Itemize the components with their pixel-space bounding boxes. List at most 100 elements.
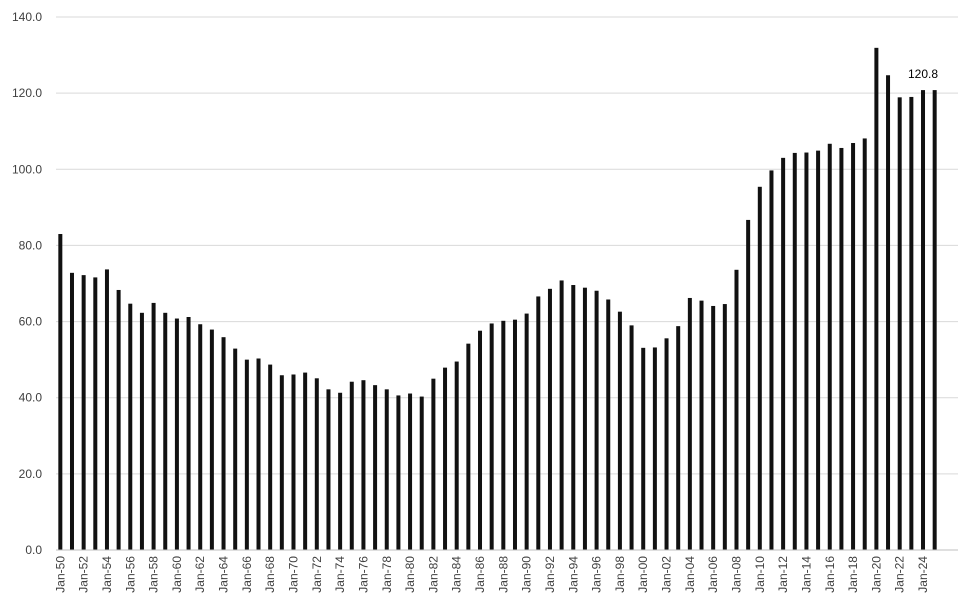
y-tick-label: 20.0 [19, 467, 43, 481]
x-tick-label: Jan-14 [799, 556, 813, 593]
y-tick-label: 80.0 [19, 238, 43, 252]
bar [419, 396, 424, 550]
bar [81, 275, 86, 550]
bar [151, 302, 156, 550]
bar [139, 312, 144, 550]
y-tick-label: 40.0 [19, 391, 43, 405]
bar [524, 313, 529, 550]
bar [454, 361, 459, 550]
x-tick-label: Jan-72 [310, 556, 324, 593]
bar [617, 311, 622, 550]
bar [687, 297, 692, 550]
y-tick-label: 60.0 [19, 315, 43, 329]
data-label: 120.8 [908, 67, 938, 81]
bar [314, 378, 319, 550]
bar [722, 304, 727, 550]
y-tick-label: 140.0 [12, 10, 42, 24]
x-tick-label: Jan-76 [356, 556, 370, 593]
bar [104, 269, 109, 550]
x-tick-label: Jan-84 [450, 556, 464, 593]
bar [396, 395, 401, 550]
y-tick-label: 0.0 [25, 543, 42, 557]
x-tick-label: Jan-16 [823, 556, 837, 593]
x-tick-label: Jan-02 [660, 556, 674, 593]
bar [792, 152, 797, 551]
x-tick-label: Jan-56 [123, 556, 137, 593]
bar [897, 97, 902, 550]
bar [431, 378, 436, 550]
bar [547, 288, 552, 550]
gridlines [56, 16, 958, 475]
x-tick-label: Jan-22 [893, 556, 907, 593]
x-tick-label: Jan-96 [590, 556, 604, 593]
bar [827, 143, 832, 550]
x-axis: Jan-50 Jan-52 Jan-54 Jan-56 Jan-58 Jan-60 Jan-… [53, 549, 958, 593]
bar [291, 374, 296, 550]
bar [909, 96, 914, 550]
x-tick-label: Jan-82 [426, 556, 440, 593]
x-tick-label: Jan-88 [496, 556, 510, 593]
bar [781, 157, 786, 550]
x-tick-label: Jan-74 [333, 556, 347, 593]
x-tick-label: Jan-80 [403, 556, 417, 593]
bar [233, 348, 238, 550]
x-tick-label: Jan-78 [380, 556, 394, 593]
x-tick-label: Jan-92 [543, 556, 557, 593]
bar [384, 389, 389, 550]
bar [512, 319, 517, 550]
bar [279, 375, 284, 550]
bar [804, 152, 809, 550]
bar [58, 234, 63, 550]
bar [874, 47, 879, 550]
bar [862, 138, 867, 550]
x-tick-label: Jan-10 [753, 556, 767, 593]
x-tick-label: Jan-12 [776, 556, 790, 593]
bar [664, 338, 669, 550]
bar [851, 143, 856, 551]
bar [163, 312, 168, 550]
bar [641, 347, 646, 550]
x-tick-label: Jan-52 [77, 556, 91, 593]
x-tick-label: Jan-98 [613, 556, 627, 593]
bar [629, 325, 634, 550]
bar [652, 347, 657, 550]
y-tick-label: 100.0 [12, 162, 42, 176]
bar [536, 296, 541, 550]
bar [571, 285, 576, 550]
bar [816, 150, 821, 550]
bar [489, 323, 494, 550]
bar [373, 385, 378, 550]
x-tick-label: Jan-62 [193, 556, 207, 593]
bar [886, 75, 891, 551]
bar [839, 147, 844, 551]
x-tick-label: Jan-04 [683, 556, 697, 593]
x-tick-label: Jan-68 [263, 556, 277, 593]
bar [466, 343, 471, 550]
bar [699, 300, 704, 550]
x-tick-label: Jan-20 [869, 556, 883, 593]
y-tick-label: 120.0 [12, 86, 42, 100]
bar [93, 277, 98, 550]
x-tick-label: Jan-18 [846, 556, 860, 593]
bar [338, 392, 343, 550]
bar [676, 326, 681, 550]
x-tick-label: Jan-24 [916, 556, 930, 593]
bar [349, 381, 354, 550]
bar [582, 287, 587, 550]
bar [746, 219, 751, 550]
bar [326, 389, 331, 550]
bar [256, 358, 261, 550]
bar [174, 318, 179, 550]
x-tick-label: Jan-50 [53, 556, 67, 593]
x-tick-label: Jan-70 [286, 556, 300, 593]
x-tick-label: Jan-94 [566, 556, 580, 593]
data-labels: 120.8 [908, 67, 938, 81]
bar [443, 367, 448, 550]
bar [244, 359, 249, 550]
x-tick-label: Jan-06 [706, 556, 720, 593]
bar [711, 305, 716, 550]
bar [769, 170, 774, 550]
bar [408, 393, 413, 550]
bar [186, 317, 191, 550]
